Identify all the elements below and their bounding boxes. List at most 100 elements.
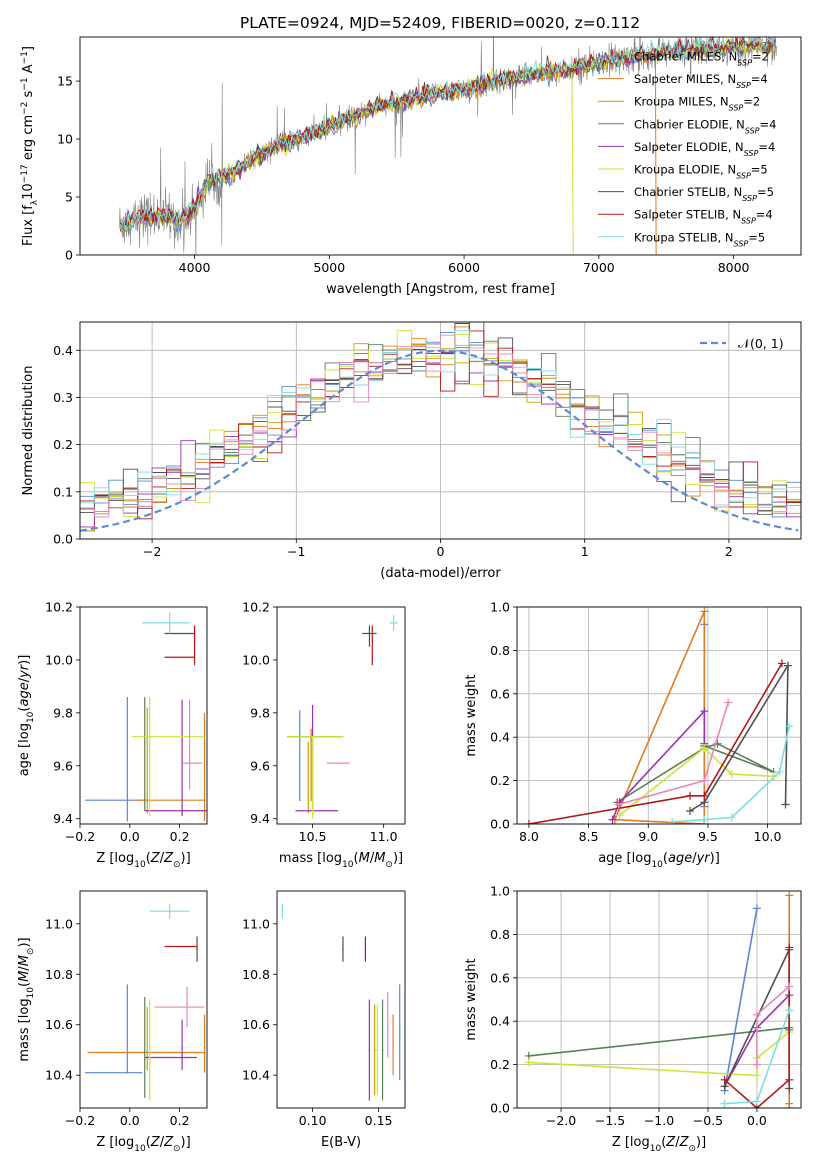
age-vs-mass-ytick-label-3: 10.0 <box>242 652 270 667</box>
mass-vs-Z-point-salpeter-stelib <box>191 945 193 948</box>
spectrum-legend-label-1: Salpeter MILES, NSSP=4 <box>634 72 768 90</box>
weight-vs-age-marker-kroupa-elodie-2 <box>727 770 736 779</box>
weight-vs-Z-marker-salpeter-stelib-2 <box>785 1075 794 1084</box>
weight-vs-age-marker-pink-2 <box>724 698 733 707</box>
age-vs-Z-point-kroupa-stelib <box>168 622 171 624</box>
age-vs-mass-ytick-label-2: 9.8 <box>250 705 270 720</box>
weight-vs-Z-marker-kroupa-elodie-0 <box>524 1058 533 1067</box>
weight-vs-age-marker-pink-1 <box>700 776 709 785</box>
weight-vs-age-marker-chabrier-stelib-0 <box>686 806 695 815</box>
weight-vs-Z-marker-kroupa-elodie-1 <box>752 1071 761 1080</box>
mass-vs-Z-point-kroupa-elodie <box>148 1049 151 1051</box>
weight-vs-age-xtick-label-2: 9.0 <box>638 829 658 844</box>
weight-vs-age-marker-kroupa-stelib-1 <box>700 815 709 824</box>
residuals-ytick-label-3: 0.3 <box>53 390 73 405</box>
mass-vs-Z-xtick-label-1: 0.0 <box>120 1113 140 1128</box>
mass-vs-Z-point-kroupa-stelib <box>168 910 171 912</box>
weight-vs-Z-marker-pink-0 <box>752 1060 761 1069</box>
residuals-ytick-label-4: 0.4 <box>53 343 73 358</box>
weight-vs-age-ytick-label-4: 0.8 <box>490 643 510 658</box>
age-vs-Z-point-chabrier-miles <box>126 799 129 801</box>
mass-vs-EBV-point-salpeter-stelib <box>364 948 367 950</box>
age-vs-mass-point-pink <box>337 762 339 764</box>
weight-vs-age-marker-chabrier-stelib-2 <box>783 661 792 670</box>
residuals-xtick-label-3: 1 <box>581 544 589 559</box>
mass-vs-EBV-point-chabrier-stelib <box>342 948 344 950</box>
weight-vs-age-marker-salpeter-elodie-2 <box>700 707 709 716</box>
mass-vs-Z-ytick-label-3: 11.0 <box>45 916 73 931</box>
weight-vs-age-marker-kroupa-elodie-0 <box>615 811 624 820</box>
age-vs-Z-point-kroupa-elodie <box>148 735 151 738</box>
spectrum-xtick-label-4: 8000 <box>718 260 750 275</box>
residuals-frame <box>79 321 802 540</box>
spectrum-ytick-label-2: 10 <box>57 132 73 147</box>
weight-vs-Z-ytick-label-4: 0.8 <box>490 927 510 942</box>
spectrum-ylabel: Flux [fλ10−17 erg cm−2 s−1 A−1] <box>20 46 40 246</box>
weight-vs-age-xtick-label-1: 8.5 <box>579 829 599 844</box>
age-vs-Z-xlabel: Z [log10(Z/Z⊙)] <box>96 851 190 870</box>
spectrum-legend-label-7: Salpeter STELIB, NSSP=4 <box>634 208 773 226</box>
weight-vs-Z-ytick-label-5: 1.0 <box>490 884 510 899</box>
mass-vs-Z-ytick-label-0: 10.4 <box>45 1068 73 1083</box>
residuals-xtick-label-4: 2 <box>725 544 733 559</box>
age-vs-Z-xtick-label-0: −0.2 <box>65 829 95 844</box>
weight-vs-Z-marker-salpeter-stelib-3 <box>785 943 794 952</box>
weight-vs-age-marker-kroupa-elodie-3 <box>769 772 778 781</box>
weight-vs-Z-marker-salpeter-stelib-0 <box>720 1075 729 1084</box>
weight-vs-age-ytick-label-2: 0.4 <box>490 730 510 745</box>
weight-vs-age-marker-salpeter-stelib-1 <box>686 791 695 800</box>
age-vs-Z-frame <box>79 606 208 825</box>
mass-vs-EBV-point-salpeter-miles <box>392 1044 394 1046</box>
spectrum-legend-label-0: Chabrier MILES, NSSP=2 <box>634 50 769 68</box>
age-vs-Z-ytick-label-4: 10.2 <box>45 600 73 615</box>
weight-vs-age-marker-kroupa-stelib-2 <box>727 813 736 822</box>
residuals-ytick-label-0: 0.0 <box>53 532 73 547</box>
mass-vs-Z-point-salpeter-elodie <box>181 1056 183 1059</box>
weight-vs-Z-ylabel: mass weight <box>464 958 479 1040</box>
weight-vs-Z-marker-pink-2 <box>785 982 794 991</box>
mass-vs-Z-point-chabrier-elodie <box>143 1059 146 1061</box>
age-vs-mass-point-kroupa-elodie <box>311 735 314 738</box>
weight-vs-Z-marker-kroupa-stelib-0 <box>720 1099 729 1108</box>
age-vs-Z-point-salpeter-elodie <box>181 809 183 812</box>
age-vs-Z-ytick-label-1: 9.6 <box>53 758 73 773</box>
mass-vs-Z-ylabel: mass [log10(M/M⊙)] <box>17 937 36 1061</box>
weight-vs-age-marker-salpeter-miles-1 <box>700 607 709 616</box>
age-vs-Z-ytick-label-2: 9.8 <box>53 705 73 720</box>
age-vs-Z-point-salpeter-stelib <box>193 656 196 659</box>
weight-vs-age-ytick-label-3: 0.6 <box>490 686 510 701</box>
spectrum-legend-label-4: Salpeter ELODIE, NSSP=4 <box>634 140 775 158</box>
spectrum-legend-label-8: Kroupa STELIB, NSSP=5 <box>634 230 765 248</box>
spectrum-xlabel: wavelength [Angstrom, rest frame] <box>326 282 555 297</box>
weight-vs-Z-ytick-label-1: 0.2 <box>490 1057 510 1072</box>
weight-vs-Z-xlabel: Z [log10(Z/Z⊙)] <box>612 1135 706 1154</box>
mass-vs-EBV-point-pink <box>387 1023 389 1026</box>
weight-vs-age-marker-kroupa-stelib-0 <box>668 817 677 824</box>
weight-vs-Z-marker-pink-1 <box>752 1010 761 1019</box>
mass-vs-Z-xtick-label-0: −0.2 <box>65 1113 95 1128</box>
mass-vs-Z-point-chabrier-miles <box>126 1071 129 1074</box>
weight-vs-age-marker-kroupa-elodie-1 <box>700 744 709 753</box>
residuals-ylabel: Normed distribution <box>21 366 36 496</box>
spectrum-model-line-kroupa-stelib <box>119 37 776 231</box>
mass-vs-EBV-ytick-label-2: 10.8 <box>242 967 270 982</box>
weight-vs-Z-ytick-label-3: 0.6 <box>490 970 510 985</box>
weight-vs-Z-marker-salpeter-miles-1 <box>785 891 794 900</box>
weight-vs-age-marker-salpeter-stelib-0 <box>524 820 533 824</box>
spectrum-dropoff-salpeter-miles <box>654 53 657 255</box>
mass-vs-EBV-point-chabrier-elodie <box>381 1049 384 1051</box>
residuals-ytick-label-1: 0.1 <box>53 484 73 499</box>
mass-vs-EBV-ytick-label-0: 10.4 <box>242 1068 270 1083</box>
mass-vs-EBV-frame <box>276 890 406 1109</box>
weight-vs-Z-xtick-label-2: −1.0 <box>644 1113 674 1128</box>
mass-vs-EBV-xtick-label-1: 0.15 <box>365 1113 393 1128</box>
weight-vs-age-marker-salpeter-stelib-3 <box>777 659 786 668</box>
age-vs-mass-ytick-label-1: 9.6 <box>250 758 270 773</box>
spectrum-xtick-label-0: 4000 <box>179 260 211 275</box>
residuals-normal-curve <box>80 349 799 532</box>
weight-vs-Z-marker-kroupa-stelib-1 <box>752 1097 761 1106</box>
mass-vs-Z-xtick-label-2: 0.2 <box>170 1113 190 1128</box>
residuals-xtick-label-1: −1 <box>287 544 305 559</box>
